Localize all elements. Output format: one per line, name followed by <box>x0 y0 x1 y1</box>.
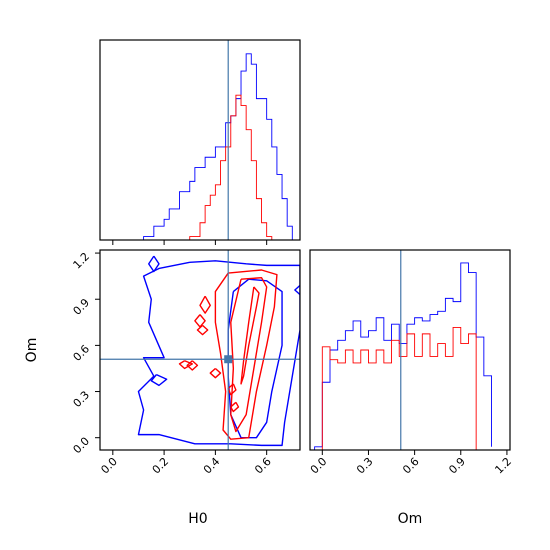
joint-x-tick-label: 0.4 <box>201 455 223 477</box>
contour-series-1-level-1 <box>137 260 300 447</box>
contour-series-2-level-10 <box>227 383 237 396</box>
joint-y-tick-label: 0.6 <box>71 342 93 364</box>
om-x-tick-label: 0.9 <box>446 455 468 477</box>
joint-y-tick-label: 0.9 <box>71 296 93 318</box>
om-marginal-panel: 0.0 0.3 0.6 0.9 1.2 <box>308 249 514 477</box>
om-hist-series-1 <box>314 262 492 450</box>
joint-frame <box>99 249 301 451</box>
x-axis-label-om: Om <box>398 511 423 527</box>
contour-series-2-level-5 <box>196 324 209 336</box>
y-axis-label-om: Om <box>24 338 40 363</box>
joint-x-tick-label: 0.6 <box>252 455 274 477</box>
contour-series-2-level-2 <box>230 276 268 433</box>
joint-x-tick-label: 0.2 <box>150 455 172 477</box>
contour-series-1-level-4 <box>150 373 168 387</box>
om-x-tick-label: 0.3 <box>354 455 376 477</box>
om-frame <box>309 249 511 451</box>
h0-hist-series-1 <box>143 53 293 240</box>
contour-series-2-level-3 <box>240 286 260 385</box>
x-axis-label-h0: H0 <box>188 511 207 527</box>
contour-series-2-level-1 <box>214 269 278 440</box>
om-hist-series-2 <box>321 326 477 450</box>
contour-series-2-level-11 <box>230 401 240 413</box>
contour-series-1-level-3 <box>148 255 160 273</box>
h0-marginal-panel <box>99 39 301 245</box>
contour-series-2-level-6 <box>194 314 206 328</box>
h0-hist-series-2 <box>189 94 273 240</box>
joint-contours <box>137 255 300 447</box>
joint-y-tick-label: 1.2 <box>71 250 93 272</box>
om-x-tick-label: 0.6 <box>400 455 422 477</box>
joint-x-tick-label: 0.0 <box>98 455 120 477</box>
contour-series-1-level-5 <box>294 284 300 296</box>
joint-y-tick-label: 0.0 <box>71 435 93 457</box>
h0-om-contour-panel: 0.0 0.2 0.4 0.6 0.0 0.3 0.6 0.9 1.2 <box>71 249 301 477</box>
contour-series-2-level-9 <box>209 367 222 379</box>
truth-marker <box>224 355 233 364</box>
h0-frame <box>99 39 301 241</box>
contour-series-2-level-8 <box>186 360 199 371</box>
om-x-tick-label: 0.0 <box>308 455 330 477</box>
joint-y-tick-label: 0.3 <box>71 388 93 410</box>
om-x-tick-label: 1.2 <box>492 455 514 477</box>
contour-series-2-level-4 <box>199 295 211 314</box>
